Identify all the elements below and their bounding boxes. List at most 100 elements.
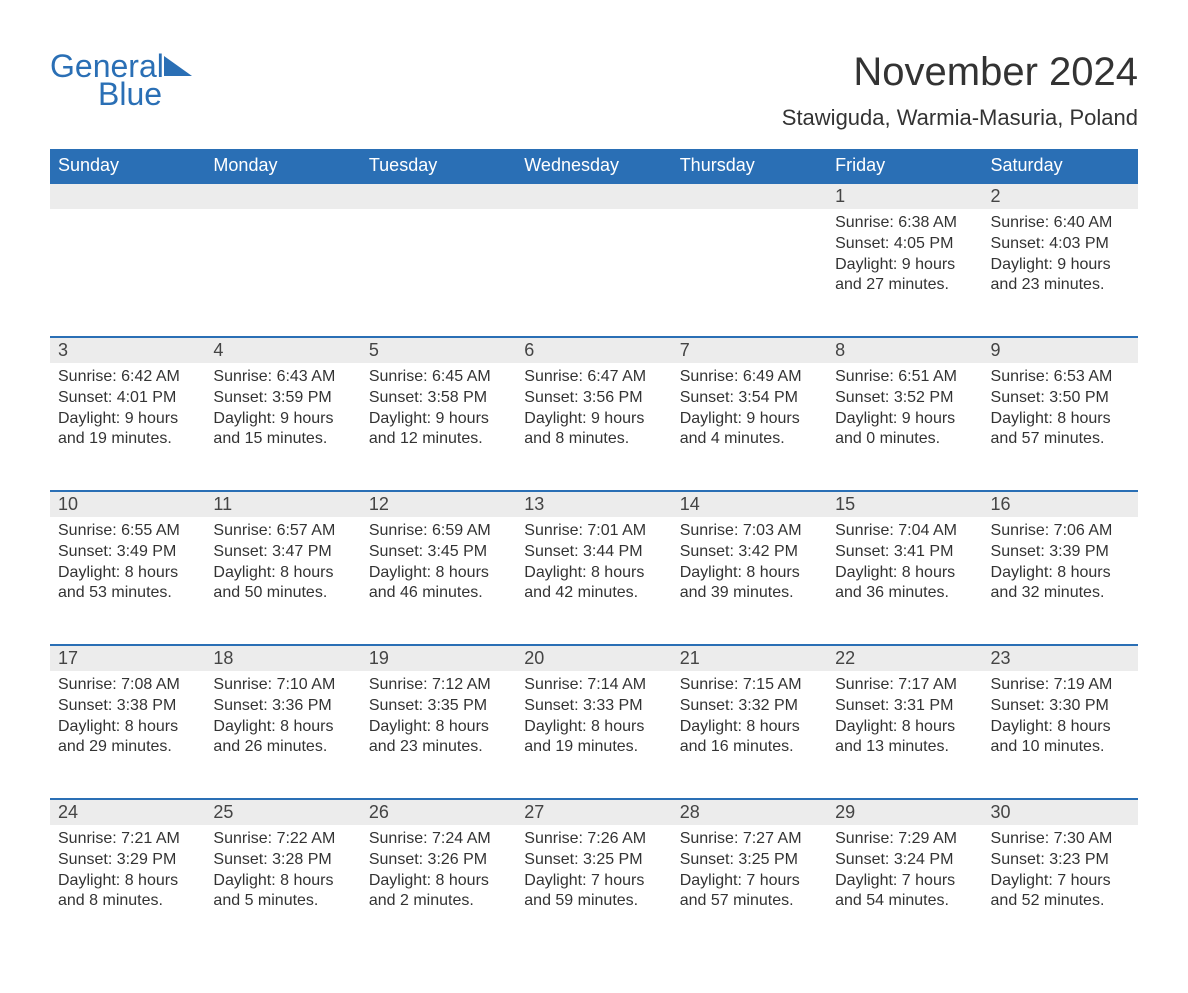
sunset-line: Sunset: 3:39 PM bbox=[991, 542, 1130, 563]
day-detail-cell: Sunrise: 7:19 AMSunset: 3:30 PMDaylight:… bbox=[983, 671, 1138, 799]
sunrise-line: Sunrise: 7:17 AM bbox=[835, 675, 974, 696]
day-number-cell: 11 bbox=[205, 491, 360, 517]
day-detail-cell: Sunrise: 7:15 AMSunset: 3:32 PMDaylight:… bbox=[672, 671, 827, 799]
sunset-line: Sunset: 3:30 PM bbox=[991, 696, 1130, 717]
weekday-header: Saturday bbox=[983, 149, 1138, 183]
day-detail-cell: Sunrise: 7:10 AMSunset: 3:36 PMDaylight:… bbox=[205, 671, 360, 799]
day-number-cell: 27 bbox=[516, 799, 671, 825]
empty-day-detail-cell bbox=[361, 209, 516, 337]
sunset-line: Sunset: 4:05 PM bbox=[835, 234, 974, 255]
brand-word-2: Blue bbox=[98, 78, 164, 110]
daylight-line-1: Daylight: 8 hours bbox=[369, 871, 508, 892]
day-number-cell: 21 bbox=[672, 645, 827, 671]
daylight-line-1: Daylight: 8 hours bbox=[680, 563, 819, 584]
sunrise-line: Sunrise: 7:27 AM bbox=[680, 829, 819, 850]
daylight-line-1: Daylight: 9 hours bbox=[213, 409, 352, 430]
day-number-cell: 19 bbox=[361, 645, 516, 671]
sunrise-line: Sunrise: 6:47 AM bbox=[524, 367, 663, 388]
day-number-cell: 2 bbox=[983, 183, 1138, 209]
brand-triangle-icon bbox=[164, 56, 192, 76]
sunrise-line: Sunrise: 7:21 AM bbox=[58, 829, 197, 850]
daylight-line-1: Daylight: 8 hours bbox=[991, 409, 1130, 430]
daylight-line-1: Daylight: 8 hours bbox=[369, 717, 508, 738]
day-detail-cell: Sunrise: 7:30 AMSunset: 3:23 PMDaylight:… bbox=[983, 825, 1138, 953]
empty-day-detail-cell bbox=[50, 209, 205, 337]
sunrise-line: Sunrise: 7:10 AM bbox=[213, 675, 352, 696]
sunrise-line: Sunrise: 6:38 AM bbox=[835, 213, 974, 234]
sunrise-line: Sunrise: 7:01 AM bbox=[524, 521, 663, 542]
day-number-cell: 22 bbox=[827, 645, 982, 671]
daylight-line-1: Daylight: 8 hours bbox=[524, 563, 663, 584]
sunset-line: Sunset: 3:35 PM bbox=[369, 696, 508, 717]
sunrise-line: Sunrise: 7:26 AM bbox=[524, 829, 663, 850]
day-detail-cell: Sunrise: 6:45 AMSunset: 3:58 PMDaylight:… bbox=[361, 363, 516, 491]
sunset-line: Sunset: 3:36 PM bbox=[213, 696, 352, 717]
daylight-line-1: Daylight: 9 hours bbox=[991, 255, 1130, 276]
sunset-line: Sunset: 3:52 PM bbox=[835, 388, 974, 409]
sunset-line: Sunset: 3:28 PM bbox=[213, 850, 352, 871]
sunset-line: Sunset: 3:56 PM bbox=[524, 388, 663, 409]
daylight-line-1: Daylight: 9 hours bbox=[835, 255, 974, 276]
daylight-line-2: and 12 minutes. bbox=[369, 429, 508, 450]
daylight-line-2: and 19 minutes. bbox=[58, 429, 197, 450]
empty-day-detail-cell bbox=[205, 209, 360, 337]
sunset-line: Sunset: 3:44 PM bbox=[524, 542, 663, 563]
day-detail-cell: Sunrise: 6:42 AMSunset: 4:01 PMDaylight:… bbox=[50, 363, 205, 491]
weekday-header: Friday bbox=[827, 149, 982, 183]
day-number-cell: 3 bbox=[50, 337, 205, 363]
sunrise-line: Sunrise: 7:22 AM bbox=[213, 829, 352, 850]
sunset-line: Sunset: 3:26 PM bbox=[369, 850, 508, 871]
daylight-line-1: Daylight: 8 hours bbox=[369, 563, 508, 584]
day-detail-cell: Sunrise: 6:53 AMSunset: 3:50 PMDaylight:… bbox=[983, 363, 1138, 491]
empty-day-detail-cell bbox=[516, 209, 671, 337]
sunset-line: Sunset: 3:58 PM bbox=[369, 388, 508, 409]
daylight-line-2: and 29 minutes. bbox=[58, 737, 197, 758]
daylight-line-2: and 10 minutes. bbox=[991, 737, 1130, 758]
daylight-line-2: and 0 minutes. bbox=[835, 429, 974, 450]
empty-day-number-cell bbox=[205, 183, 360, 209]
empty-day-number-cell bbox=[516, 183, 671, 209]
daylight-line-1: Daylight: 8 hours bbox=[835, 563, 974, 584]
brand-logo: General Blue bbox=[50, 50, 192, 110]
empty-day-number-cell bbox=[672, 183, 827, 209]
week-detail-row: Sunrise: 6:55 AMSunset: 3:49 PMDaylight:… bbox=[50, 517, 1138, 645]
sunset-line: Sunset: 3:47 PM bbox=[213, 542, 352, 563]
empty-day-number-cell bbox=[361, 183, 516, 209]
sunset-line: Sunset: 3:25 PM bbox=[524, 850, 663, 871]
day-detail-cell: Sunrise: 7:14 AMSunset: 3:33 PMDaylight:… bbox=[516, 671, 671, 799]
sunset-line: Sunset: 3:31 PM bbox=[835, 696, 974, 717]
sunrise-line: Sunrise: 7:15 AM bbox=[680, 675, 819, 696]
week-daynum-row: 12 bbox=[50, 183, 1138, 209]
sunset-line: Sunset: 3:29 PM bbox=[58, 850, 197, 871]
daylight-line-1: Daylight: 9 hours bbox=[524, 409, 663, 430]
day-detail-cell: Sunrise: 6:57 AMSunset: 3:47 PMDaylight:… bbox=[205, 517, 360, 645]
sunrise-line: Sunrise: 7:04 AM bbox=[835, 521, 974, 542]
daylight-line-2: and 39 minutes. bbox=[680, 583, 819, 604]
sunrise-line: Sunrise: 6:51 AM bbox=[835, 367, 974, 388]
day-detail-cell: Sunrise: 6:49 AMSunset: 3:54 PMDaylight:… bbox=[672, 363, 827, 491]
week-detail-row: Sunrise: 7:21 AMSunset: 3:29 PM Daylight:… bbox=[50, 825, 1138, 953]
sunset-line: Sunset: 3:23 PM bbox=[991, 850, 1130, 871]
day-detail-cell: Sunrise: 7:17 AMSunset: 3:31 PMDaylight:… bbox=[827, 671, 982, 799]
day-detail-cell: Sunrise: 6:38 AMSunset: 4:05 PMDaylight:… bbox=[827, 209, 982, 337]
week-daynum-row: 17181920212223 bbox=[50, 645, 1138, 671]
sunrise-line: Sunrise: 7:19 AM bbox=[991, 675, 1130, 696]
day-number-cell: 5 bbox=[361, 337, 516, 363]
daylight-line-2: and 36 minutes. bbox=[835, 583, 974, 604]
day-number-cell: 9 bbox=[983, 337, 1138, 363]
daylight-line-1: Daylight: 9 hours bbox=[680, 409, 819, 430]
day-detail-cell: Sunrise: 6:47 AMSunset: 3:56 PMDaylight:… bbox=[516, 363, 671, 491]
day-detail-cell: Sunrise: 7:26 AMSunset: 3:25 PMDaylight:… bbox=[516, 825, 671, 953]
daylight-line-1: Daylight: 9 hours bbox=[58, 409, 197, 430]
sunrise-line: Sunrise: 6:49 AM bbox=[680, 367, 819, 388]
day-number-cell: 4 bbox=[205, 337, 360, 363]
daylight-line-2: and 13 minutes. bbox=[835, 737, 974, 758]
sunset-line: Sunset: 3:24 PM bbox=[835, 850, 974, 871]
daylight-line-2: and 15 minutes. bbox=[213, 429, 352, 450]
daylight-line-2: and 5 minutes. bbox=[213, 891, 352, 912]
daylight-line-2: and 23 minutes. bbox=[369, 737, 508, 758]
location-subtitle: Stawiguda, Warmia-Masuria, Poland bbox=[782, 105, 1138, 131]
sunset-line: Sunset: 3:42 PM bbox=[680, 542, 819, 563]
day-number-cell: 16 bbox=[983, 491, 1138, 517]
week-detail-row: Sunrise: 6:42 AMSunset: 4:01 PMDaylight:… bbox=[50, 363, 1138, 491]
